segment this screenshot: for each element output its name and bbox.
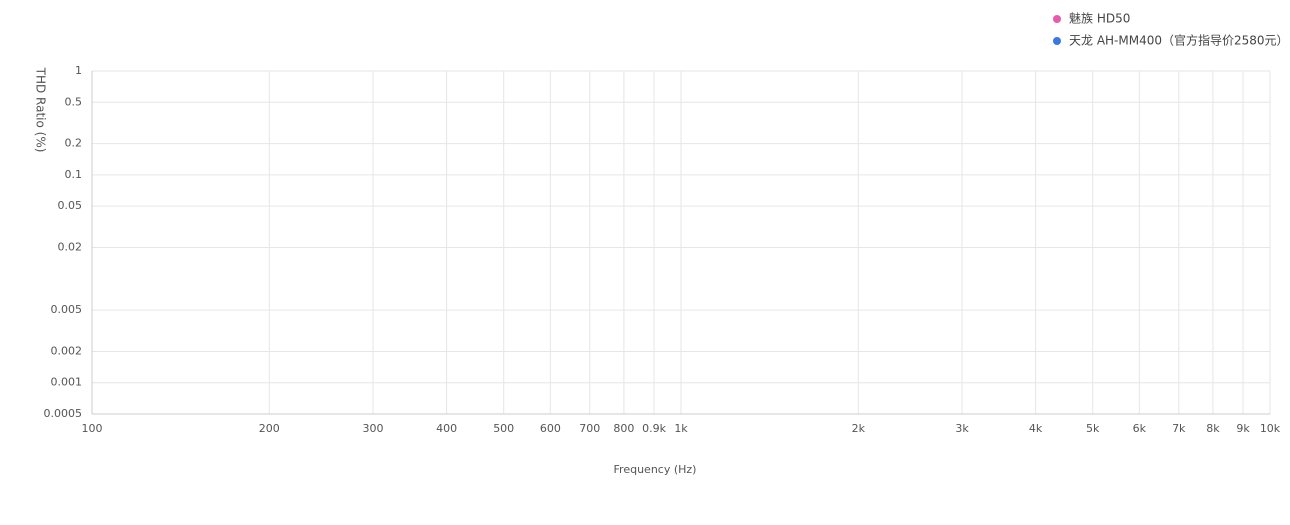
x-tick-label: 7k [1172, 422, 1186, 435]
x-tick-label: 5k [1086, 422, 1100, 435]
x-tick-label: 9k [1236, 422, 1250, 435]
x-tick-label: 700 [579, 422, 600, 435]
x-tick-label: 0.9k [642, 422, 666, 435]
y-tick-label: 0.005 [51, 303, 83, 316]
legend-label: 魅族 HD50 [1069, 11, 1130, 26]
x-tick-label: 500 [493, 422, 514, 435]
x-tick-label: 10k [1260, 422, 1281, 435]
x-tick-label: 400 [436, 422, 457, 435]
y-tick-label: 0.02 [58, 241, 83, 254]
y-tick-label: 0.5 [65, 95, 83, 108]
y-tick-label: 1 [75, 64, 82, 77]
y-tick-label: 0.05 [58, 199, 83, 212]
y-tick-label: 0.1 [65, 168, 83, 181]
x-tick-label: 3k [955, 422, 969, 435]
y-axis-label: THD Ratio (%) [34, 67, 48, 153]
y-tick-label: 0.002 [51, 344, 83, 357]
x-tick-label: 800 [613, 422, 634, 435]
y-tick-label: 0.0005 [44, 407, 83, 420]
x-tick-label: 600 [540, 422, 561, 435]
x-tick-label: 4k [1029, 422, 1043, 435]
x-tick-label: 6k [1133, 422, 1147, 435]
legend-marker [1053, 15, 1061, 23]
legend-label: 天龙 AH-MM400（官方指导价2580元） [1069, 33, 1289, 48]
legend-marker [1053, 37, 1061, 45]
x-axis-label: Frequency (Hz) [614, 463, 697, 476]
x-tick-label: 8k [1206, 422, 1220, 435]
y-tick-label: 0.001 [51, 376, 83, 389]
x-tick-label: 200 [259, 422, 280, 435]
legend: 魅族 HD50 天龙 AH-MM400（官方指导价2580元） [1053, 11, 1289, 48]
x-tick-label: 1k [674, 422, 688, 435]
x-tick-label: 300 [363, 422, 384, 435]
x-tick-label: 2k [852, 422, 866, 435]
y-tick-label: 0.2 [65, 137, 83, 150]
x-tick-label: 100 [82, 422, 103, 435]
